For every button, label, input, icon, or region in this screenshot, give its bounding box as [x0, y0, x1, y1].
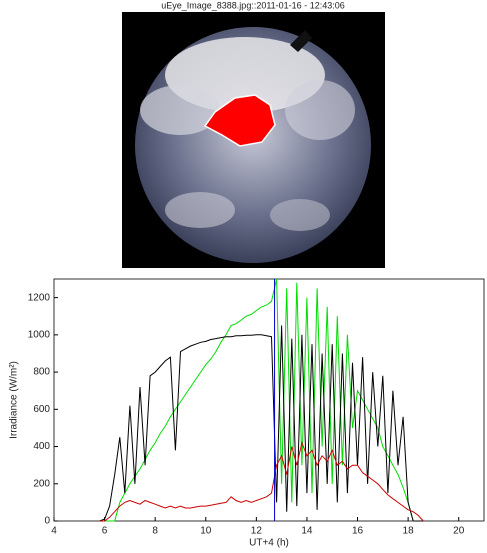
x-tick-label: 16 [352, 526, 364, 537]
x-tick-label: 10 [200, 526, 212, 537]
plot-area [53, 278, 485, 522]
y-tick-label: 400 [33, 441, 50, 452]
series-line [99, 278, 424, 522]
x-tick-label: 8 [152, 526, 158, 537]
series-line [99, 325, 424, 522]
y-axis-label: Irradiance (W/m²) [9, 361, 20, 439]
y-tick-label: 1000 [28, 329, 51, 340]
x-tick-label: 6 [102, 526, 108, 537]
image-caption: uEye_Image_8388.jpg::2011-01-16 - 12:43:… [161, 0, 344, 10]
y-tick-label: 1200 [28, 292, 51, 303]
y-tick-label: 0 [44, 516, 50, 527]
sky-image [122, 12, 385, 268]
y-tick-label: 800 [33, 367, 50, 378]
x-tick-label: 12 [251, 526, 263, 537]
x-tick-label: 14 [301, 526, 313, 537]
y-tick-label: 600 [33, 404, 50, 415]
x-tick-label: 4 [51, 526, 57, 537]
series-line [99, 441, 424, 522]
x-tick-label: 20 [453, 526, 465, 537]
y-tick-label: 200 [33, 478, 50, 489]
x-tick-label: 18 [403, 526, 415, 537]
x-axis-label: UT+4 (h) [249, 538, 289, 548]
